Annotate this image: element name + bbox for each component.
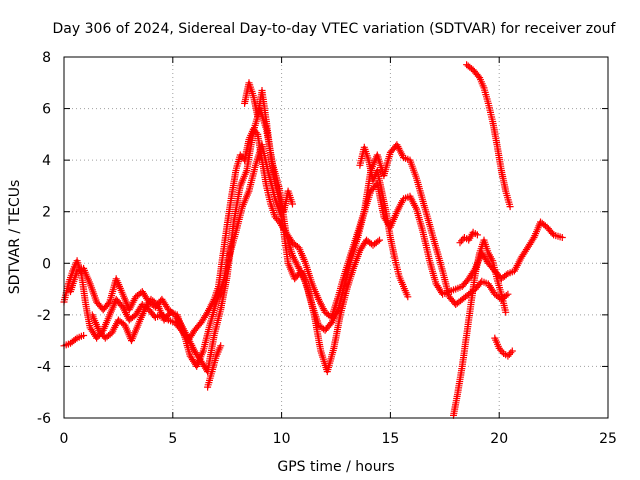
y-tick-label: -6	[37, 411, 51, 427]
data-point-track-a	[502, 271, 510, 279]
y-axis-tick-labels: -6 -4 -2 0 2 4 6 8	[37, 50, 51, 427]
data-point-track-h	[71, 335, 79, 343]
chart-title: Day 306 of 2024, Sidereal Day-to-day VTE…	[53, 21, 617, 37]
x-tick-label: 15	[381, 431, 399, 447]
axis-ticks	[63, 56, 609, 419]
data-point-track-g	[502, 308, 510, 316]
data-point-track-b	[104, 300, 112, 307]
y-tick-label: 2	[42, 205, 51, 221]
grid-lines	[64, 57, 608, 418]
y-tick-label: 4	[42, 153, 51, 169]
x-tick-label: 5	[168, 431, 177, 447]
data-point-track-h	[80, 332, 88, 339]
x-tick-label: 25	[599, 431, 617, 447]
data-point-track-a	[529, 235, 537, 243]
data-point-track-e	[404, 293, 412, 301]
x-tick-label: 10	[273, 431, 291, 447]
y-tick-label: -2	[37, 308, 51, 324]
plot-frame	[63, 56, 609, 419]
y-tick-label: 8	[42, 50, 51, 66]
y-tick-label: 6	[42, 102, 51, 118]
data-point-track-i	[508, 347, 516, 355]
y-axis-label: SDTVAR / TECUs	[7, 180, 23, 295]
x-tick-label: 20	[490, 431, 508, 447]
x-axis-tick-labels: 0 5 10 15 20 25	[60, 431, 617, 447]
x-tick-label: 0	[60, 431, 69, 447]
data-point-track-b	[502, 292, 510, 299]
data-point-track-c	[376, 236, 383, 244]
data-points	[60, 61, 566, 419]
data-point-track-a	[203, 310, 210, 318]
data-point-track-c	[374, 237, 382, 245]
data-point-track-i	[498, 348, 506, 356]
data-point-track-i	[507, 349, 515, 357]
data-point-track-d	[289, 200, 296, 208]
data-point-track-k	[473, 231, 481, 239]
data-point-track-j	[217, 342, 225, 350]
x-axis-label: GPS time / hours	[277, 459, 394, 475]
data-point-track-a	[558, 234, 566, 241]
y-tick-label: 0	[42, 256, 51, 272]
data-point-track-f	[474, 72, 482, 80]
data-point-track-b	[504, 290, 512, 298]
data-point-track-f	[506, 203, 514, 211]
y-tick-label: -4	[37, 359, 51, 375]
